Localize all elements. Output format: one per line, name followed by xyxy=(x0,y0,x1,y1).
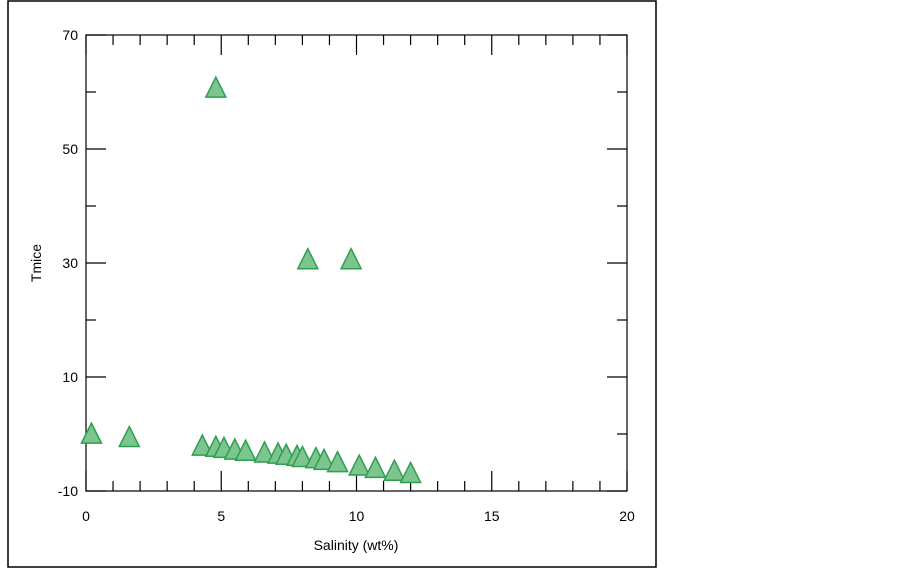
data-point-triangle xyxy=(296,247,320,270)
x-tick-label: 15 xyxy=(484,508,500,524)
data-point-triangle xyxy=(118,424,141,448)
y-tick-label: 10 xyxy=(62,369,78,385)
data-point-triangle xyxy=(383,458,406,481)
data-point-triangle xyxy=(347,453,371,476)
axis-ticks xyxy=(85,34,628,492)
data-point-triangle xyxy=(191,433,214,456)
outer-frame xyxy=(7,0,657,568)
x-axis-title: Salinity (wt%) xyxy=(314,537,399,553)
data-point-triangle xyxy=(339,247,363,270)
data-point-triangle xyxy=(291,444,314,468)
data-point-triangle xyxy=(399,460,422,484)
x-tick-label: 20 xyxy=(619,508,635,524)
y-tick-label: 70 xyxy=(62,27,78,43)
y-tick-label: -10 xyxy=(58,483,78,499)
data-point-triangle xyxy=(204,75,228,98)
data-point-triangle xyxy=(312,447,336,471)
y-axis-title: Tmice xyxy=(28,244,44,282)
data-point-triangle xyxy=(253,440,276,463)
data-point-triangle xyxy=(326,449,349,473)
data-point-triangle xyxy=(80,421,103,444)
x-tick-label: 10 xyxy=(349,508,365,524)
tick-labels: 0 5 10 15 20 -10 10 30 50 70 xyxy=(58,27,635,524)
data-point-triangle xyxy=(234,438,257,461)
data-points xyxy=(80,75,422,484)
y-tick-label: 50 xyxy=(62,141,78,157)
y-tick-label: 30 xyxy=(62,255,78,271)
x-tick-label: 5 xyxy=(217,508,225,524)
x-tick-label: 0 xyxy=(82,508,90,524)
data-point-triangle xyxy=(364,455,387,479)
